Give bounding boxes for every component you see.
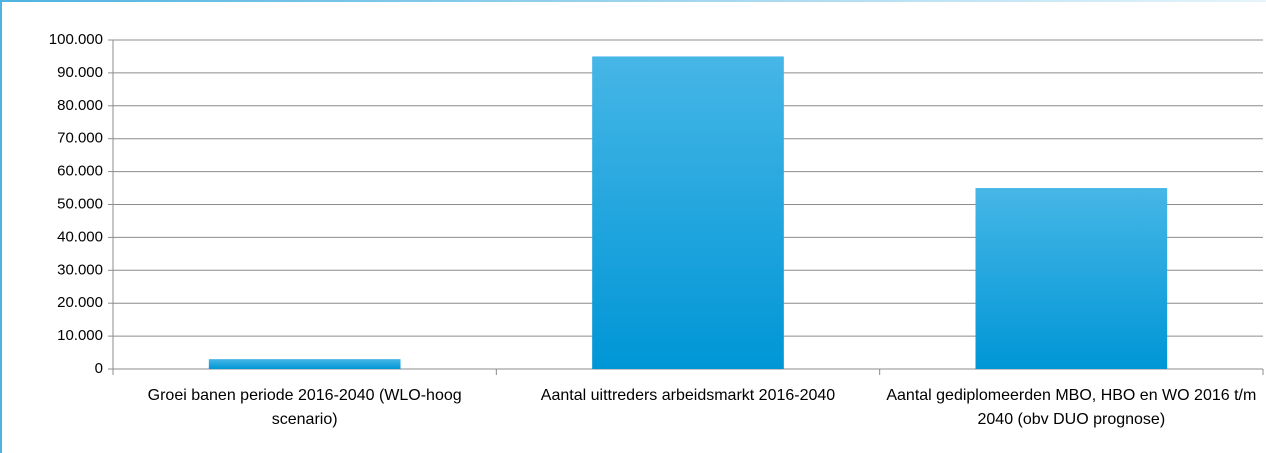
- bar: [975, 188, 1168, 369]
- x-tick-label: Aantal uittreders arbeidsmarkt 2016-2040: [540, 387, 836, 404]
- y-tick-label: 50.000: [57, 195, 103, 212]
- x-tick-label: Aantal gediplomeerden MBO, HBO en WO 201…: [886, 387, 1257, 428]
- y-tick-label: 90.000: [57, 64, 103, 81]
- y-tick-label: 0: [95, 360, 103, 377]
- y-tick-label: 40.000: [57, 228, 103, 245]
- bar: [592, 56, 784, 369]
- y-tick-label: 30.000: [57, 261, 103, 278]
- y-tick-label: 70.000: [57, 130, 103, 147]
- y-tick-label: 100.000: [49, 31, 103, 48]
- y-tick-label: 60.000: [57, 163, 103, 180]
- x-tick-label: Groei banen periode 2016-2040 (WLO-hoog …: [147, 387, 462, 428]
- frame-left: [0, 0, 2, 453]
- y-tick-label: 20.000: [57, 294, 103, 311]
- y-tick-label: 80.000: [57, 97, 103, 114]
- bar: [208, 359, 401, 369]
- frame-top: [0, 0, 1266, 2]
- y-tick-label: 10.000: [57, 327, 103, 344]
